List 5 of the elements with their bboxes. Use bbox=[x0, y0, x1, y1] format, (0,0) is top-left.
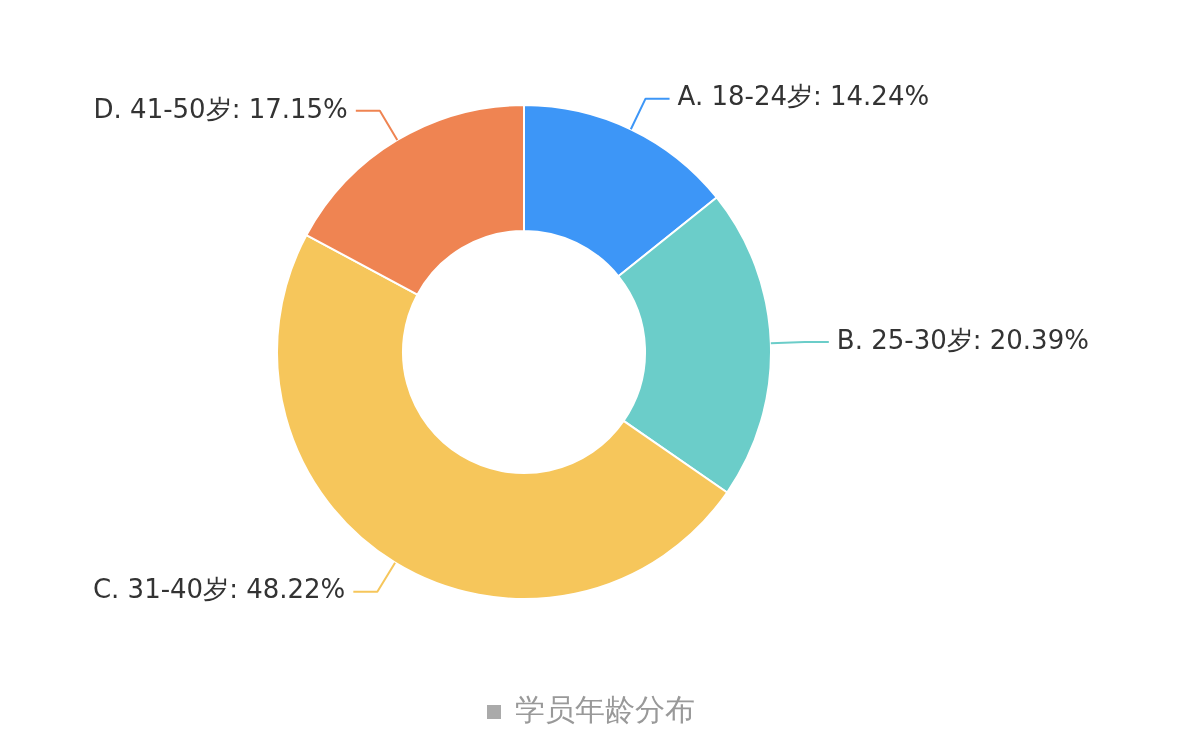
slice-label: A. 18-24岁: 14.24% bbox=[677, 81, 930, 112]
slice-label: D. 41-50岁: 17.15% bbox=[93, 93, 348, 124]
slice-label: B. 25-30岁: 20.39% bbox=[836, 324, 1089, 355]
text: 学员年龄分布 bbox=[514, 692, 695, 727]
slice-label: C. 31-40岁: 48.22% bbox=[92, 574, 346, 605]
